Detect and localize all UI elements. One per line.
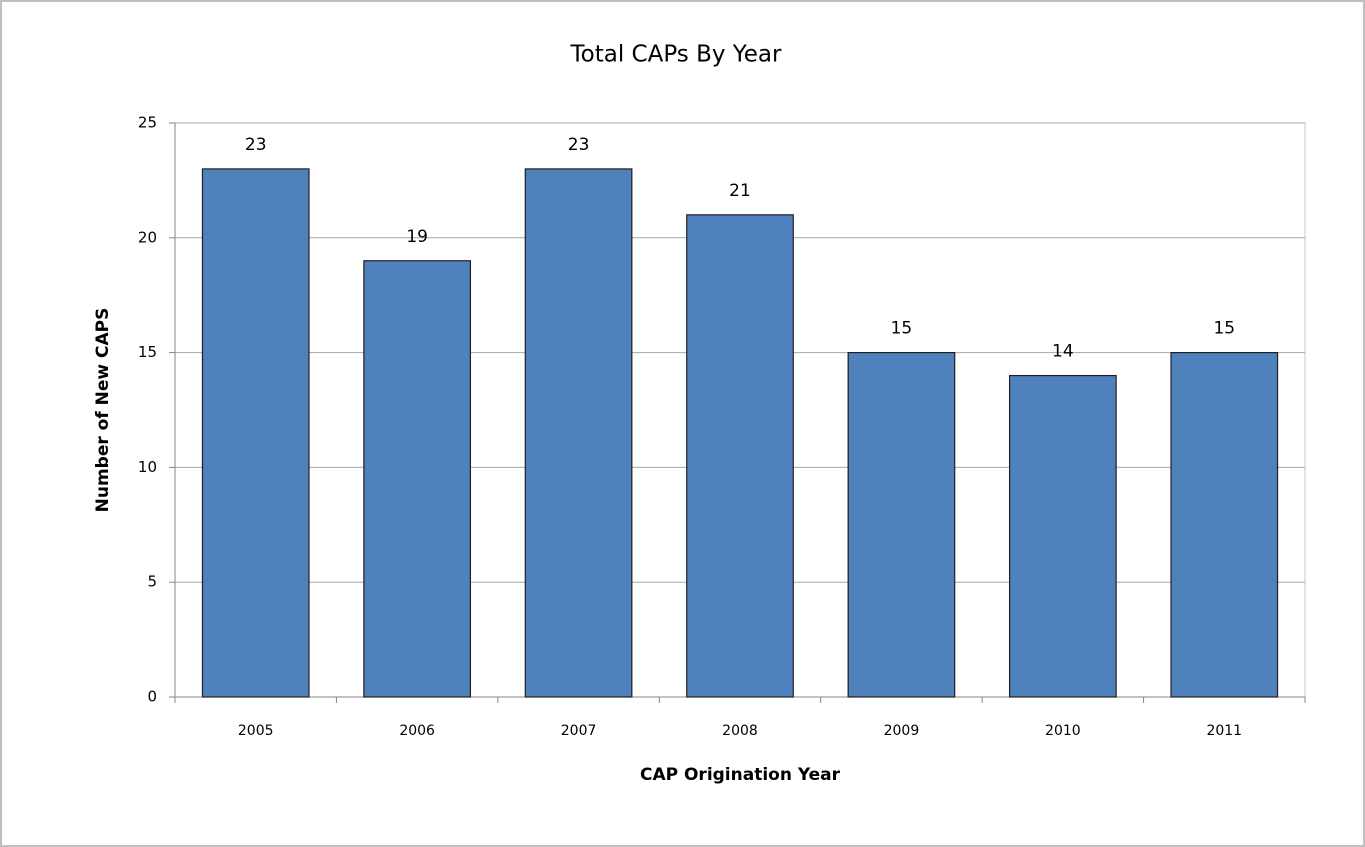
data-label: 23 <box>568 135 590 155</box>
y-tick-label: 15 <box>138 343 157 361</box>
bar <box>1008 374 1117 698</box>
chart-title: Total CAPs By Year <box>570 42 783 68</box>
x-axis-label: CAP Origination Year <box>640 765 841 785</box>
data-label: 23 <box>245 135 267 155</box>
x-tick-label: 2007 <box>561 723 597 739</box>
x-tick-label: 2006 <box>399 723 435 739</box>
data-label: 15 <box>891 319 913 339</box>
x-tick-label: 2011 <box>1206 723 1242 739</box>
x-tick-label: 2008 <box>722 723 758 739</box>
bar <box>686 214 794 698</box>
bar <box>201 168 310 698</box>
y-axis-label: Number of New CAPS <box>93 308 113 513</box>
x-tick-label: 2010 <box>1045 723 1081 739</box>
data-label: 21 <box>729 181 751 201</box>
y-tick-label: 25 <box>138 114 157 132</box>
bar <box>847 352 956 698</box>
x-tick-label: 2009 <box>884 723 920 739</box>
y-tick-label: 5 <box>147 573 157 591</box>
data-label: 15 <box>1213 319 1235 339</box>
x-tick-label: 2005 <box>238 723 274 739</box>
y-tick-label: 0 <box>147 688 157 706</box>
data-label: 14 <box>1052 342 1074 362</box>
y-tick-label: 20 <box>138 228 157 246</box>
y-tick-label: 10 <box>138 458 157 476</box>
bar <box>1170 352 1279 698</box>
bar <box>524 168 633 698</box>
bar <box>363 260 472 698</box>
data-label: 19 <box>406 227 428 247</box>
